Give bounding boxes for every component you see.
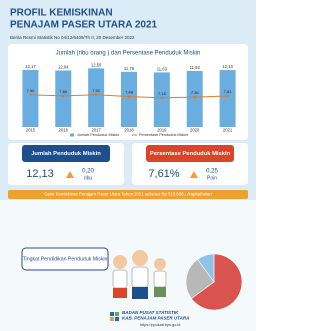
line-point xyxy=(61,94,65,98)
source: Berita Resmi Statistik No 04/12/6409/Th … xyxy=(10,35,135,40)
banner-text: Garis Kemiskinan Penajam Paser Utara Tah… xyxy=(44,192,212,197)
bar xyxy=(88,68,105,127)
legend-label: Jumlah Penduduk Miskin xyxy=(77,133,119,137)
callout-box xyxy=(21,247,109,271)
line-point xyxy=(94,93,98,97)
bar-label: 11,63 xyxy=(157,67,168,72)
line-label: 7,66 xyxy=(59,89,68,94)
line-label: 7,90 xyxy=(27,88,36,93)
card-title: Persentase Penduduk Miskin xyxy=(150,151,231,157)
card-change: 0,20 xyxy=(82,169,94,175)
pie-slice xyxy=(190,253,243,311)
bar xyxy=(22,69,39,127)
bar xyxy=(121,71,137,127)
line-point xyxy=(160,96,164,100)
chart-title: Jumlah (ribu orang ) dan Persentase Pend… xyxy=(56,51,201,57)
card-unit: ribu xyxy=(84,175,93,181)
url: https://ppukab.bps.go.id xyxy=(140,323,180,327)
bar-label: 11,76 xyxy=(124,66,135,71)
x-tick-label: 2018 xyxy=(124,128,134,133)
card-change: 0,25 xyxy=(206,169,218,175)
bar-label: 12,04 xyxy=(58,65,69,70)
bar-label: 11,93 xyxy=(190,65,201,70)
x-tick-label: 2019 xyxy=(157,128,167,133)
card-value: 7,61% xyxy=(148,168,179,180)
bar-label: 12,17 xyxy=(25,64,36,69)
card-value: 12,13 xyxy=(26,168,54,180)
line-point xyxy=(193,95,197,99)
line-point xyxy=(127,95,131,98)
bar xyxy=(55,70,72,127)
line-label: 7,36 xyxy=(191,90,200,95)
legend-label: Persentase Penduduk Miskin xyxy=(139,133,188,137)
x-tick-label: 2020 xyxy=(190,128,200,133)
x-tick-label: 2015 xyxy=(26,128,36,133)
bar-label: 12,50 xyxy=(91,62,102,67)
bar xyxy=(153,72,170,127)
kids-illustration xyxy=(112,250,167,299)
line-label: 7,92 xyxy=(92,88,101,93)
banner xyxy=(8,190,248,199)
line-label: 7,18 xyxy=(158,91,167,96)
org-name: BADAN PUSAT STATISTIK xyxy=(122,310,179,315)
title: PROFIL KEMISKINAN xyxy=(10,8,113,19)
up-arrow xyxy=(190,171,198,178)
up-arrow xyxy=(66,171,74,178)
card-header xyxy=(146,145,234,162)
legend-swatch xyxy=(70,133,74,137)
x-tick-label: 2021 xyxy=(223,128,233,133)
callout-title: Tingkat Pendidikan Penduduk Miskin xyxy=(23,256,108,262)
card-unit: Poin xyxy=(207,175,217,181)
line-label: 7,48 xyxy=(125,90,134,95)
line-label: 7,61 xyxy=(224,89,233,94)
line-point xyxy=(226,94,229,98)
x-tick-label: 2017 xyxy=(91,128,101,133)
card-header xyxy=(22,145,110,162)
line-point xyxy=(29,93,32,97)
title: PENAJAM PASER UTARA 2021 xyxy=(10,20,158,31)
org-name: KAB. PENAJAM PASER UTARA xyxy=(122,316,189,321)
infographic: PROFIL KEMISKINAN PENAJAM PASER UTARA 20… xyxy=(0,0,256,331)
pie-slice xyxy=(185,258,215,299)
bps-logo xyxy=(110,312,119,321)
bar xyxy=(219,70,236,127)
bar-label: 12,13 xyxy=(222,64,233,69)
x-tick-label: 2016 xyxy=(59,128,69,133)
bar xyxy=(186,71,203,127)
pie-slice xyxy=(197,253,215,283)
card-title: Jumlah Penduduk Miskin xyxy=(31,151,101,157)
